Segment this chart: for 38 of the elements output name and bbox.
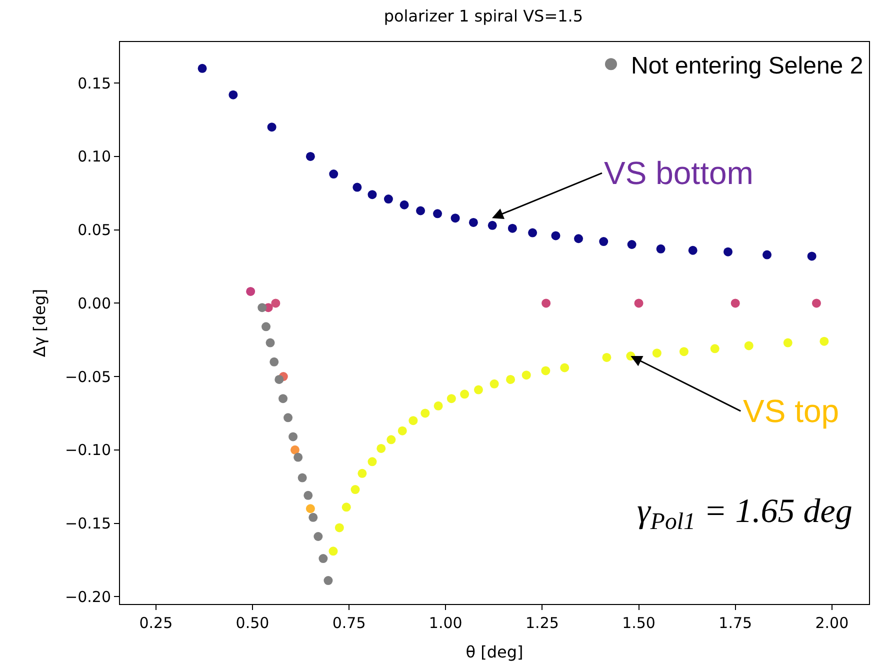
point <box>294 452 303 462</box>
point <box>278 394 288 404</box>
x-tick-label: 0.50 <box>236 614 270 632</box>
x-tick-label: 1.25 <box>526 614 559 632</box>
y-tick-label: −0.10 <box>65 441 111 460</box>
point <box>262 322 271 332</box>
x-axis-title: θ [deg] <box>466 642 524 662</box>
x-tick-label: 0.75 <box>332 614 366 632</box>
point <box>324 576 333 586</box>
y-axis-title: Δγ [deg] <box>30 288 49 358</box>
y-tick-label: 0.05 <box>78 221 111 240</box>
point <box>298 473 307 482</box>
x-tick-label: 1.75 <box>718 614 752 632</box>
x-tick-label: 2.00 <box>815 614 849 632</box>
y-tick-label: −0.20 <box>65 588 111 606</box>
point <box>284 413 293 422</box>
y-tick-label: 0.15 <box>78 74 111 92</box>
y-tick-label: −0.05 <box>65 368 111 386</box>
x-tick-label: 1.50 <box>622 614 656 632</box>
point <box>308 512 318 522</box>
y-tick-label: −0.15 <box>65 514 111 533</box>
point <box>270 357 279 366</box>
x-tick-label: 1.00 <box>428 614 462 632</box>
y-tick-label: 0.00 <box>78 294 111 312</box>
chart-title: polarizer 1 spiral VS=1.5 <box>384 6 584 26</box>
legend-label: Not entering Selene 2 <box>631 52 864 80</box>
point <box>258 303 267 312</box>
point <box>304 490 313 500</box>
point <box>314 532 323 541</box>
annotation: γ$_{Pol1}$ = 1.65 deg <box>637 493 852 536</box>
point <box>266 338 275 348</box>
y-tick-label: 0.10 <box>78 148 111 166</box>
annotation: VS bottom <box>604 155 754 191</box>
annotation: VS top <box>743 393 840 429</box>
point <box>318 554 328 564</box>
point <box>274 374 284 384</box>
point <box>288 432 298 442</box>
x-tick-label: 0.25 <box>139 614 173 632</box>
